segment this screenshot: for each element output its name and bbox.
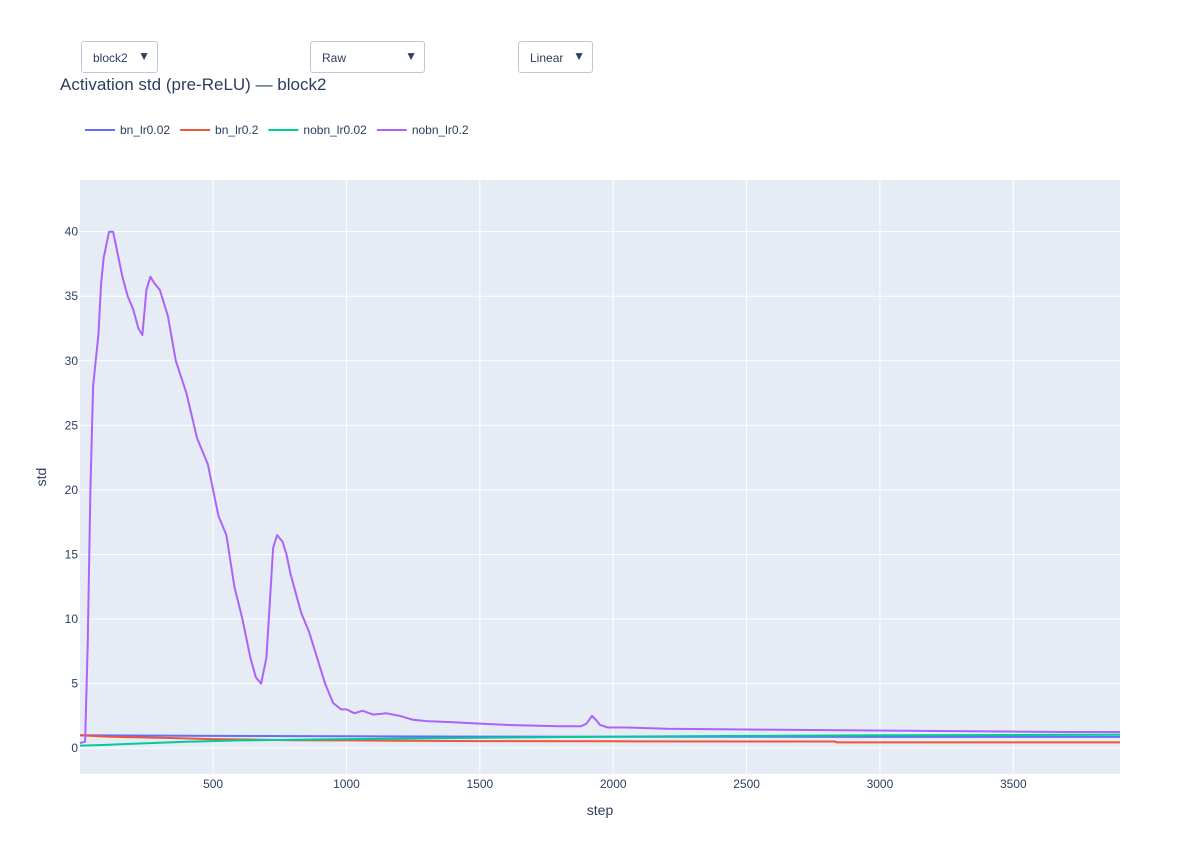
y-tick-label: 30 xyxy=(65,354,79,368)
legend-label: nobn_lr0.2 xyxy=(412,123,469,137)
y-tick-label: 25 xyxy=(65,418,79,432)
block-select-value: block2 xyxy=(93,51,128,65)
legend-label: nobn_lr0.02 xyxy=(303,123,367,137)
y-tick-label: 40 xyxy=(65,225,79,239)
legend-item-nobn_lr0.02[interactable]: nobn_lr0.02 xyxy=(268,123,367,137)
x-tick-label: 1000 xyxy=(333,777,360,791)
scale-select-value: Linear xyxy=(530,51,564,65)
x-tick-label: 2000 xyxy=(600,777,627,791)
x-tick-label: 3500 xyxy=(1000,777,1027,791)
scale-select-dropdown[interactable]: Linear ▼ xyxy=(518,41,593,73)
x-tick-label: 2500 xyxy=(733,777,760,791)
legend-label: bn_lr0.02 xyxy=(120,123,170,137)
x-tick-label: 3000 xyxy=(867,777,894,791)
series-lines xyxy=(79,230,1121,747)
series-line-nobn_lr0.02 xyxy=(79,733,1121,747)
y-axis-ticks: 0 5 10 15 20 25 30 35 40 xyxy=(65,225,79,756)
chart-title: Activation std (pre-ReLU) — block2 xyxy=(60,75,326,94)
block-select-dropdown[interactable]: block2 ▼ xyxy=(81,41,158,73)
y-axis-label: std xyxy=(33,468,49,487)
x-tick-label: 500 xyxy=(203,777,223,791)
mode-select-dropdown[interactable]: Raw ▼ xyxy=(310,41,425,73)
legend-item-nobn_lr0.2[interactable]: nobn_lr0.2 xyxy=(376,123,469,137)
legend-item-bn_lr0.2[interactable]: bn_lr0.2 xyxy=(180,123,259,137)
y-tick-label: 35 xyxy=(65,289,79,303)
y-tick-label: 0 xyxy=(71,741,78,755)
series-line-nobn_lr0.2 xyxy=(79,230,1120,744)
legend-label: bn_lr0.2 xyxy=(215,123,259,137)
y-tick-label: 10 xyxy=(65,612,79,626)
grid xyxy=(80,180,1120,774)
series-line-bn_lr0.2 xyxy=(79,734,1120,744)
chevron-down-icon: ▼ xyxy=(138,49,150,63)
legend[interactable]: bn_lr0.02 bn_lr0.2 nobn_lr0.02 nobn_lr0.2 xyxy=(85,123,469,137)
chevron-down-icon: ▼ xyxy=(573,49,585,63)
y-tick-label: 15 xyxy=(65,547,79,561)
y-tick-label: 5 xyxy=(71,677,78,691)
x-tick-label: 1500 xyxy=(466,777,493,791)
chevron-down-icon: ▼ xyxy=(405,49,417,63)
x-axis-label: step xyxy=(587,802,614,818)
plot-area xyxy=(80,180,1120,774)
x-axis-ticks: 500 1000 1500 2000 2500 3000 3500 xyxy=(203,777,1027,791)
mode-select-value: Raw xyxy=(322,51,347,65)
legend-item-bn_lr0.02[interactable]: bn_lr0.02 xyxy=(85,123,170,137)
y-tick-label: 20 xyxy=(65,483,79,497)
